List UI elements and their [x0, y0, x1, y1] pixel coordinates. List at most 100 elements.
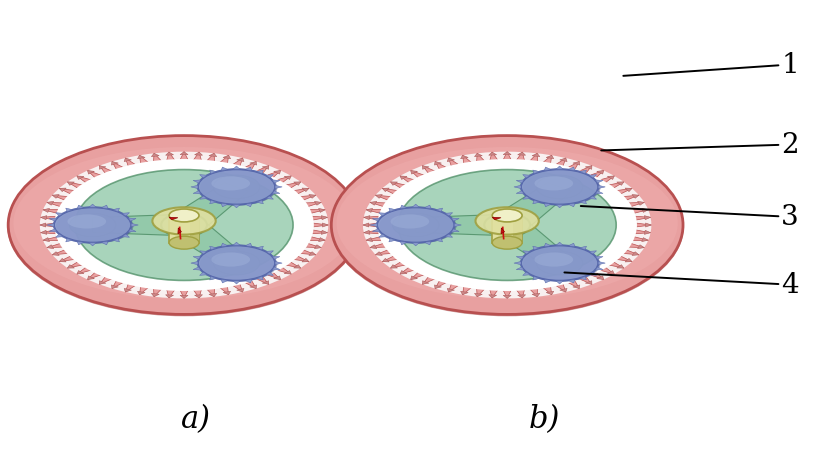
Ellipse shape	[75, 170, 293, 281]
Polygon shape	[302, 189, 309, 192]
Polygon shape	[490, 289, 498, 298]
Polygon shape	[573, 162, 580, 166]
Polygon shape	[542, 286, 551, 295]
Polygon shape	[140, 156, 149, 165]
Polygon shape	[195, 153, 203, 156]
Polygon shape	[52, 195, 59, 199]
Polygon shape	[67, 183, 74, 186]
Polygon shape	[567, 280, 579, 289]
Polygon shape	[255, 166, 269, 175]
Ellipse shape	[492, 237, 522, 249]
Polygon shape	[88, 171, 102, 179]
Polygon shape	[492, 218, 501, 220]
Polygon shape	[503, 152, 511, 155]
Polygon shape	[461, 292, 468, 295]
Polygon shape	[272, 257, 280, 260]
Polygon shape	[89, 243, 97, 246]
Polygon shape	[209, 201, 217, 204]
Polygon shape	[382, 256, 399, 262]
Ellipse shape	[330, 137, 684, 317]
Polygon shape	[125, 283, 137, 292]
Polygon shape	[390, 183, 407, 189]
Polygon shape	[47, 245, 54, 249]
Polygon shape	[56, 213, 64, 216]
Polygon shape	[52, 196, 70, 201]
Polygon shape	[43, 210, 61, 214]
Polygon shape	[596, 191, 603, 194]
Polygon shape	[122, 235, 129, 238]
Polygon shape	[596, 257, 603, 260]
Polygon shape	[219, 156, 228, 165]
Polygon shape	[445, 213, 452, 216]
Polygon shape	[193, 267, 201, 271]
Polygon shape	[256, 170, 263, 174]
Polygon shape	[209, 277, 217, 281]
Polygon shape	[274, 171, 281, 175]
Polygon shape	[579, 277, 587, 281]
Polygon shape	[422, 281, 429, 285]
Polygon shape	[266, 272, 281, 280]
Ellipse shape	[198, 246, 275, 281]
Polygon shape	[272, 191, 280, 194]
Polygon shape	[151, 154, 160, 157]
Polygon shape	[231, 283, 243, 292]
Polygon shape	[128, 218, 136, 221]
Polygon shape	[122, 213, 129, 216]
Polygon shape	[244, 162, 256, 171]
Polygon shape	[266, 171, 281, 179]
Ellipse shape	[67, 215, 106, 229]
Polygon shape	[180, 152, 188, 155]
Polygon shape	[474, 294, 483, 297]
Polygon shape	[128, 230, 136, 233]
Polygon shape	[375, 196, 393, 201]
Polygon shape	[209, 170, 217, 174]
Polygon shape	[231, 159, 243, 168]
Polygon shape	[309, 195, 316, 199]
Polygon shape	[49, 218, 57, 221]
Polygon shape	[233, 205, 240, 208]
Ellipse shape	[534, 177, 573, 191]
Polygon shape	[284, 176, 291, 180]
Polygon shape	[99, 166, 113, 175]
Polygon shape	[41, 231, 47, 235]
Polygon shape	[364, 231, 370, 235]
Polygon shape	[516, 191, 524, 194]
Ellipse shape	[213, 176, 260, 199]
Polygon shape	[523, 197, 531, 200]
Polygon shape	[435, 239, 443, 242]
Polygon shape	[615, 189, 632, 195]
Ellipse shape	[161, 214, 207, 237]
Polygon shape	[425, 206, 431, 209]
Polygon shape	[266, 251, 273, 254]
Polygon shape	[579, 170, 587, 174]
Polygon shape	[191, 186, 198, 189]
Polygon shape	[99, 276, 113, 285]
Polygon shape	[111, 162, 119, 166]
Polygon shape	[585, 281, 592, 285]
Polygon shape	[622, 250, 639, 255]
Ellipse shape	[523, 170, 600, 206]
Polygon shape	[47, 224, 54, 227]
Polygon shape	[533, 201, 540, 204]
Polygon shape	[448, 159, 460, 168]
Polygon shape	[77, 267, 92, 275]
Ellipse shape	[521, 170, 598, 205]
Polygon shape	[589, 272, 596, 276]
Polygon shape	[560, 159, 567, 162]
Text: 4: 4	[564, 272, 799, 299]
Polygon shape	[223, 156, 231, 159]
Polygon shape	[43, 209, 50, 213]
Polygon shape	[490, 153, 498, 162]
Polygon shape	[567, 162, 579, 171]
Polygon shape	[435, 280, 447, 289]
Polygon shape	[434, 285, 442, 289]
Polygon shape	[382, 189, 389, 192]
Polygon shape	[236, 159, 244, 162]
Polygon shape	[452, 230, 459, 233]
Polygon shape	[67, 265, 74, 268]
Polygon shape	[516, 289, 524, 298]
Ellipse shape	[390, 215, 429, 229]
Polygon shape	[617, 265, 624, 268]
Polygon shape	[314, 202, 321, 206]
Polygon shape	[77, 206, 84, 209]
